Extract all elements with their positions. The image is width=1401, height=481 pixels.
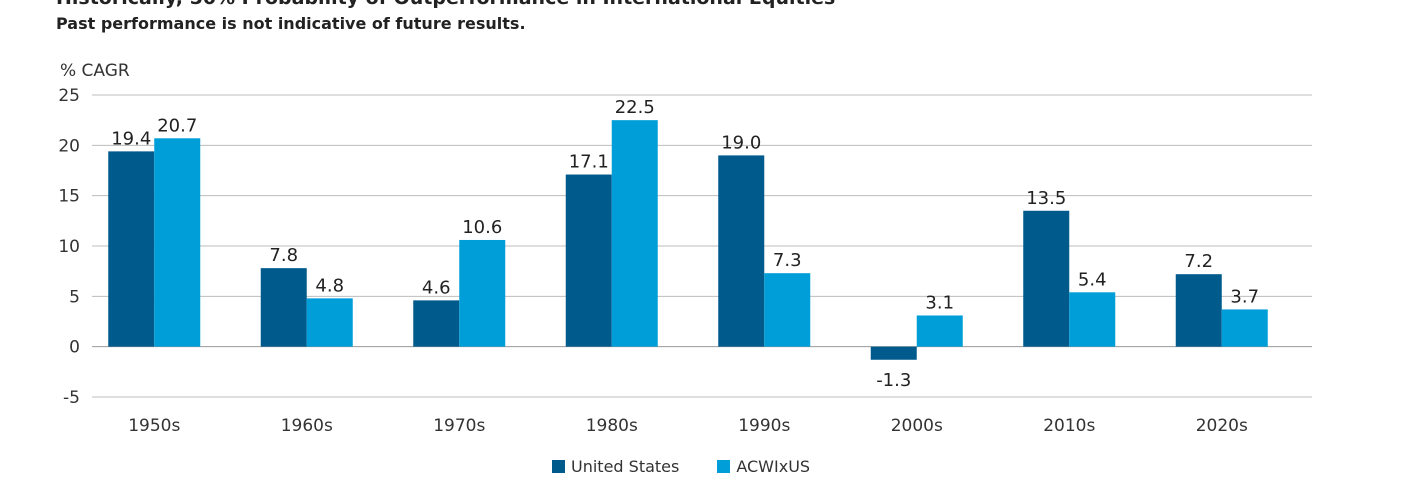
data-label: 19.0 (721, 132, 761, 153)
data-label: 7.8 (269, 245, 298, 266)
bar-acwixus-1970s (459, 239, 506, 347)
data-label: 7.3 (773, 250, 802, 271)
x-tick-label: 2000s (891, 416, 943, 436)
data-label: 19.4 (111, 128, 151, 149)
y-tick-label: -5 (63, 388, 80, 408)
data-label: 20.7 (157, 115, 197, 136)
data-label: 5.4 (1078, 269, 1107, 290)
bar-acwixus-1980s (611, 120, 658, 347)
bar-united-states-1990s (718, 155, 765, 347)
bar-acwixus-1950s (154, 138, 201, 347)
data-label: 4.6 (422, 277, 451, 298)
y-tick-label: 0 (69, 338, 80, 358)
bar-acwixus-1990s (764, 273, 811, 347)
data-label: -1.3 (876, 370, 911, 391)
data-label: 7.2 (1184, 251, 1213, 272)
bar-united-states-2000s (870, 346, 917, 360)
y-tick-label: 20 (58, 136, 80, 156)
data-label: 22.5 (615, 97, 655, 118)
chart-title: Historically, 50% Probability of Outperf… (56, 0, 835, 9)
bar-united-states-1950s (108, 151, 155, 347)
bar-acwixus-2020s (1221, 309, 1268, 347)
data-label: 10.6 (462, 217, 502, 238)
legend-label-united-states: United States (571, 457, 680, 476)
bar-united-states-1970s (413, 300, 460, 347)
x-tick-label: 2020s (1196, 416, 1248, 436)
bar-united-states-1960s (260, 268, 307, 347)
x-tick-label: 1970s (433, 416, 485, 436)
x-tick-label: 1990s (738, 416, 790, 436)
data-label: 3.1 (925, 292, 954, 313)
bar-acwixus-1960s (306, 298, 353, 347)
legend-swatch-acwixus (717, 460, 731, 473)
y-tick-label: 25 (58, 86, 80, 106)
data-label: 3.7 (1230, 286, 1259, 307)
x-tick-label: 2010s (1043, 416, 1095, 436)
bar-united-states-1980s (565, 174, 612, 347)
legend-label-acwixus: ACWIxUS (736, 457, 811, 476)
y-tick-label: 10 (58, 237, 80, 257)
x-tick-label: 1950s (128, 416, 180, 436)
y-tick-label: 5 (69, 287, 80, 307)
legend-item-united-states: United States (552, 457, 679, 476)
legend-item-acwixus: ACWIxUS (717, 457, 810, 476)
data-label: 17.1 (569, 152, 609, 173)
y-axis-label: % CAGR (60, 61, 130, 81)
bar-acwixus-2010s (1069, 292, 1116, 347)
data-label: 4.8 (315, 275, 344, 296)
bar-acwixus-2000s (916, 315, 963, 347)
y-tick-label: 15 (58, 187, 80, 207)
legend-swatch-united-states (552, 460, 565, 473)
x-tick-label: 1980s (586, 416, 638, 436)
bar-united-states-2010s (1023, 210, 1070, 347)
bar-united-states-2020s (1175, 274, 1222, 347)
chart-subtitle: Past performance is not indicative of fu… (56, 14, 526, 33)
data-label: 13.5 (1026, 188, 1066, 209)
x-tick-label: 1960s (281, 416, 333, 436)
legend: United States ACWIxUS (552, 457, 848, 476)
